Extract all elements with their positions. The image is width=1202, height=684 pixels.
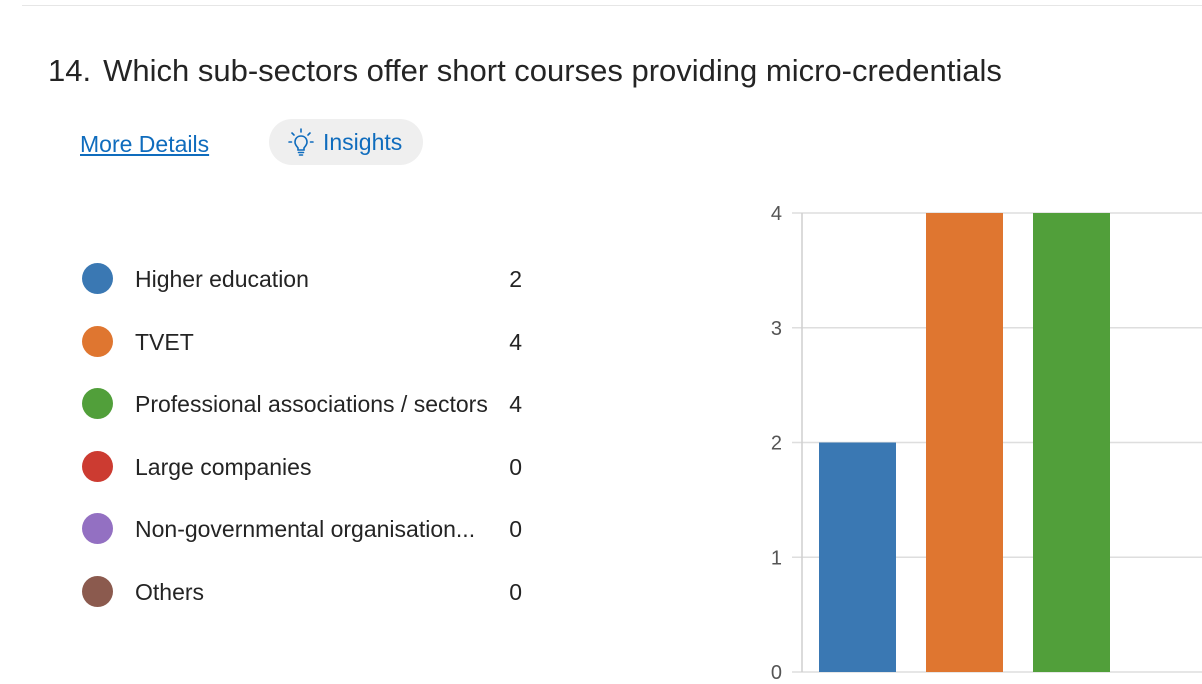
legend-item: Professional associations / sectors 4 bbox=[82, 373, 542, 436]
legend-color-dot bbox=[82, 325, 113, 357]
legend-count: 0 bbox=[509, 516, 522, 542]
bar-chart: 0 1 2 3 4 bbox=[771, 203, 1202, 684]
legend-label: Non-governmental organisation... bbox=[135, 516, 476, 542]
y-tick-label: 1 bbox=[771, 547, 782, 569]
legend-label: Higher education bbox=[135, 266, 309, 292]
legend-count: 0 bbox=[509, 578, 522, 605]
legend-label: TVET bbox=[135, 328, 194, 355]
question-title: 14. Which sub-sectors offer short courses… bbox=[48, 50, 1002, 92]
legend-item: Large companies 0 bbox=[82, 436, 542, 499]
legend-item: Others 0 bbox=[82, 561, 542, 624]
legend-color-dot bbox=[82, 388, 113, 419]
legend-count: 0 bbox=[509, 453, 522, 480]
legend-count: 4 bbox=[509, 328, 522, 355]
question-number: 14. bbox=[48, 53, 92, 88]
legend-count: 4 bbox=[509, 391, 522, 417]
legend-item: Non-governmental organisation... 0 bbox=[82, 498, 542, 561]
top-divider bbox=[22, 5, 1202, 6]
y-tick-label: 0 bbox=[771, 662, 782, 684]
more-details-link[interactable]: More Details bbox=[80, 131, 210, 157]
legend-item: Higher education 2 bbox=[82, 248, 542, 311]
y-tick-label: 4 bbox=[771, 203, 782, 225]
y-tick-label: 2 bbox=[771, 433, 782, 455]
legend-item: TVET 4 bbox=[82, 311, 542, 374]
question-text: Which sub-sectors offer short courses pr… bbox=[103, 53, 1002, 88]
legend-label: Professional associations / sectors bbox=[135, 391, 488, 417]
bar[interactable] bbox=[1033, 213, 1110, 672]
lightbulb-icon bbox=[287, 127, 315, 157]
legend-color-dot bbox=[82, 263, 113, 294]
bar[interactable] bbox=[819, 442, 896, 673]
y-tick-label: 3 bbox=[771, 318, 782, 340]
legend-label: Large companies bbox=[135, 453, 312, 480]
insights-button[interactable]: Insights bbox=[269, 119, 423, 165]
insights-label: Insights bbox=[323, 128, 403, 155]
legend-color-dot bbox=[82, 513, 113, 544]
legend-color-dot bbox=[82, 575, 113, 607]
legend: Higher education 2 TVET 4 Professional a… bbox=[82, 248, 542, 623]
bar[interactable] bbox=[926, 213, 1003, 672]
legend-color-dot bbox=[82, 450, 113, 482]
legend-count: 2 bbox=[509, 266, 522, 292]
legend-label: Others bbox=[135, 578, 205, 605]
